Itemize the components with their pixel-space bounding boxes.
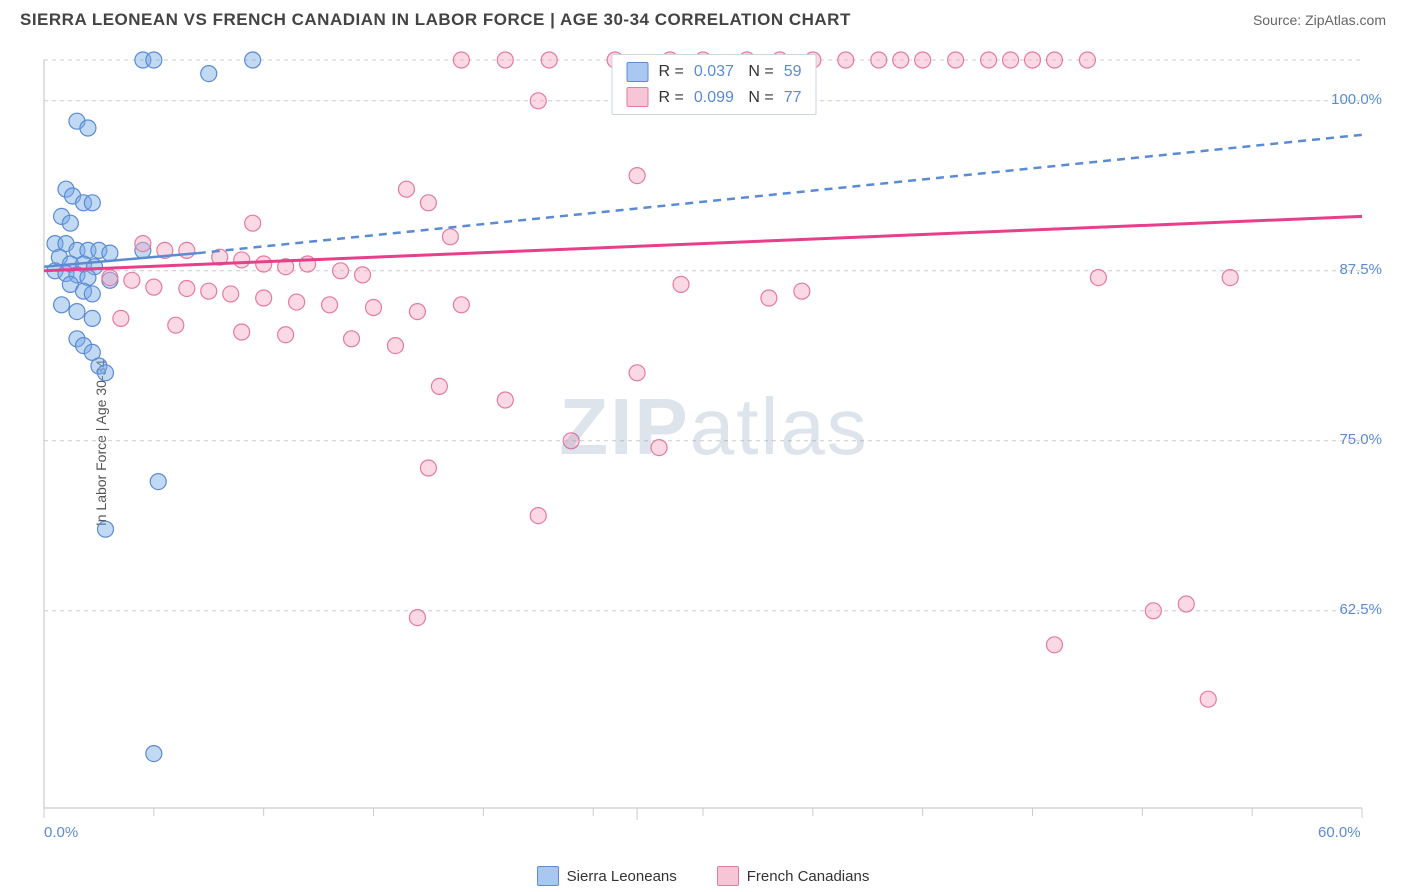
- legend-label: French Canadians: [747, 868, 870, 885]
- stat-n-label: N =: [744, 85, 774, 111]
- stat-r-label: R =: [659, 59, 684, 85]
- stats-box: R = 0.037 N = 59 R = 0.099 N = 77: [612, 54, 817, 115]
- chart-container: In Labor Force | Age 30-34 ZIPatlas R = …: [42, 48, 1386, 838]
- legend-swatch-icon: [717, 866, 739, 886]
- stat-row-0: R = 0.037 N = 59: [627, 59, 802, 85]
- legend-swatch-icon: [537, 866, 559, 886]
- stat-n-label: N =: [744, 59, 774, 85]
- legend-item-0: Sierra Leoneans: [537, 866, 677, 886]
- source-label: Source: ZipAtlas.com: [1253, 12, 1386, 28]
- y-tick-label: 87.5%: [1302, 261, 1382, 278]
- chart-header: SIERRA LEONEAN VS FRENCH CANADIAN IN LAB…: [0, 0, 1406, 36]
- stat-swatch-icon: [627, 87, 649, 107]
- stat-r-value: 0.099: [694, 85, 734, 111]
- scatter-plot: [42, 48, 1386, 838]
- stat-n-value: 77: [784, 85, 802, 111]
- stat-n-value: 59: [784, 59, 802, 85]
- chart-title: SIERRA LEONEAN VS FRENCH CANADIAN IN LAB…: [20, 10, 851, 30]
- stat-row-1: R = 0.099 N = 77: [627, 85, 802, 111]
- y-tick-label: 62.5%: [1302, 601, 1382, 618]
- stat-r-value: 0.037: [694, 59, 734, 85]
- bottom-legend: Sierra Leoneans French Canadians: [0, 866, 1406, 886]
- legend-item-1: French Canadians: [717, 866, 870, 886]
- stat-swatch-icon: [627, 62, 649, 82]
- y-tick-label: 75.0%: [1302, 431, 1382, 448]
- y-tick-label: 100.0%: [1302, 91, 1382, 108]
- x-tick-label: 60.0%: [1318, 824, 1361, 841]
- x-tick-label: 0.0%: [44, 824, 78, 841]
- stat-r-label: R =: [659, 85, 684, 111]
- legend-label: Sierra Leoneans: [567, 868, 677, 885]
